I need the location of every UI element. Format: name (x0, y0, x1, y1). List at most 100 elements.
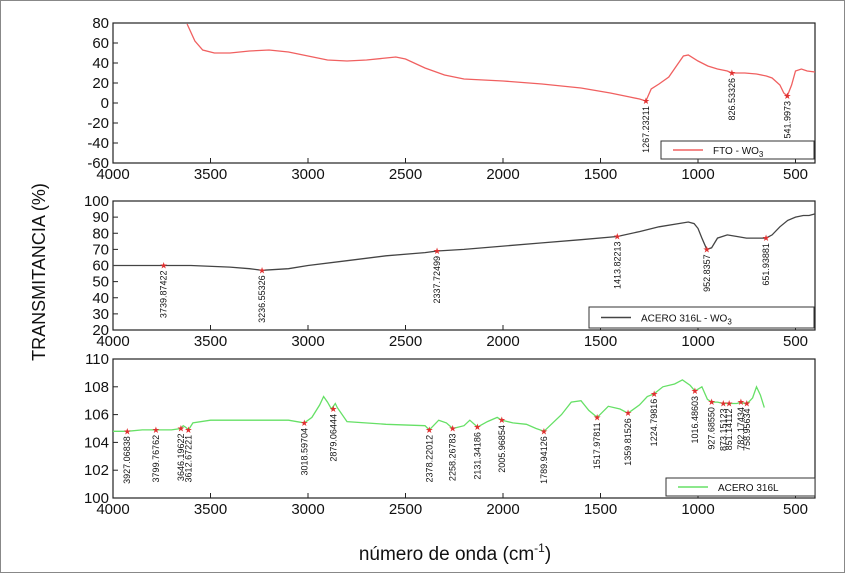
panel-2-peak-marker: ★ (498, 416, 506, 426)
panel-1-x-tick-label: 1500 (584, 333, 617, 350)
panel-1-legend-subscript: 3 (727, 318, 732, 327)
panel-0-x-tick-label: 1500 (584, 166, 617, 183)
panel-2-y-tick-label: 108 (84, 379, 109, 396)
panel-1-y-tick-label: 80 (92, 225, 109, 242)
panel-2-peak-label-2879-06444: 2879.06444 (328, 414, 338, 462)
panel-2-y-tick-label: 104 (84, 434, 109, 451)
panel-2-peak-label-3612-67221: 3612.67221 (183, 435, 193, 483)
panel-2-x-tick-label: 3000 (291, 501, 324, 518)
panel-2-peak-label-1359-81526: 1359.81526 (623, 418, 633, 466)
panel-2-peak-label-3018-59704: 3018.59704 (299, 428, 309, 476)
panel-2-y-tick-label: 110 (85, 351, 109, 368)
panel-0-series-line (186, 23, 816, 102)
panel-2-peak-marker: ★ (593, 413, 601, 423)
panel-2-peak-marker: ★ (650, 390, 658, 400)
panel-1-legend-label: ACERO 316L - WO3 (641, 314, 732, 327)
panel-2-legend-name: ACERO 316L (718, 483, 779, 494)
panel-1-peak-marker: ★ (703, 245, 711, 255)
panel-1-legend-box (588, 306, 815, 329)
panel-2-peak-marker: ★ (691, 387, 699, 397)
panel-0-y-tick-label: 20 (92, 75, 109, 92)
panel-1-y-tick-label: 20 (92, 322, 109, 339)
panel-2-y-tick-label: 100 (84, 490, 109, 507)
panel-1-peak-label-651-93881: 651.93881 (761, 243, 771, 286)
panel-1-peak-label-952-8357: 952.8357 (702, 254, 712, 292)
panel-2-peak-label-758-95634: 758.95634 (742, 408, 752, 451)
panel-0-x-tick-label: 4000 (96, 166, 129, 183)
panel-2-legend-label: ACERO 316L (718, 483, 779, 494)
panel-0-peak-label-1267-23211: 1267.23211 (641, 106, 651, 153)
panel-2-peak-label-927-68550: 927.68550 (707, 407, 717, 450)
panel-2-peak-label-2378-22012: 2378.22012 (424, 435, 434, 483)
panel-0-legend-label: FTO - WO3 (713, 146, 764, 159)
panel-1-y-tick-label: 50 (92, 274, 109, 291)
panel-1-y-tick-label: 30 (92, 306, 109, 323)
panel-2-peak-label-851-14112: 851.14112 (724, 408, 734, 450)
panel-2-peak-label-1517-97811: 1517.97811 (592, 422, 602, 469)
panel-2-x-tick-label: 1000 (681, 501, 714, 518)
panel-0-peak-marker: ★ (783, 92, 791, 102)
panel-0-peak-marker: ★ (728, 69, 736, 79)
panel-1-peak-marker: ★ (762, 234, 770, 244)
panel-2-peak-label-3927-06838: 3927.06838 (122, 436, 132, 484)
panel-0-x-tick-label: 2500 (389, 166, 422, 183)
panel-2-peak-marker: ★ (329, 405, 337, 415)
panel-0-legend-box (660, 140, 815, 160)
panel-0-y-tick-label: 60 (92, 35, 109, 52)
panel-2-x-tick-label: 2500 (389, 501, 422, 518)
panel-2-x-tick-label: 3500 (194, 501, 227, 518)
panel-1-x-tick-label: 4000 (96, 333, 129, 350)
panel-1-y-tick-label: 90 (92, 209, 109, 226)
panel-0-x-tick-label: 1000 (681, 166, 714, 183)
panel-2-peak-marker: ★ (473, 423, 481, 433)
panel-1-y-tick-label: 100 (84, 193, 109, 210)
panel-2-peak-label-782-17434: 782.17434 (736, 407, 746, 450)
panel-0-frame (112, 22, 816, 164)
panel-2-y-tick-label: 102 (84, 462, 109, 479)
panel-1-y-tick-label: 70 (92, 241, 109, 258)
panel-0-peak-marker: ★ (642, 97, 650, 107)
x-axis-label-text: número de onda (cm (359, 544, 534, 565)
panel-2-peak-label-2258-26783: 2258.26783 (448, 434, 458, 482)
panel-2-peak-marker: ★ (152, 426, 160, 436)
panel-1-peak-label-3236-55326: 3236.55326 (257, 275, 267, 323)
panel-1-x-tick-label: 3500 (194, 333, 227, 350)
panel-1-x-tick-label: 2000 (486, 333, 519, 350)
panel-2-y-tick-label: 106 (84, 407, 109, 424)
y-axis-label: TRANSMITANCIA (%) (29, 183, 49, 361)
panel-2-peak-marker: ★ (624, 409, 632, 419)
panel-2-peak-marker: ★ (725, 399, 733, 409)
panel-1-peak-label-3739-87422: 3739.87422 (159, 271, 169, 319)
panel-1-x-tick-label: 2500 (389, 333, 422, 350)
panel-2-peak-marker: ★ (184, 426, 192, 436)
panel-2-peak-label-1016-48603: 1016.48603 (690, 396, 700, 444)
panel-2-peak-marker: ★ (300, 419, 308, 429)
panel-0-x-tick-label: 3000 (291, 166, 324, 183)
panel-2-peak-marker: ★ (737, 398, 745, 408)
panel-2-peak-label-3799-76762: 3799.76762 (151, 435, 161, 483)
panel-2-peak-marker: ★ (449, 425, 457, 435)
x-axis-label: número de onda (cm-1) (359, 541, 551, 565)
panel-1-x-tick-label: 1000 (681, 333, 714, 350)
panel-0-y-tick-label: 80 (92, 15, 109, 32)
x-axis-label-close: ) (545, 544, 551, 565)
panel-2-peak-marker: ★ (123, 427, 131, 437)
panel-2-x-tick-label: 1500 (584, 501, 617, 518)
panel-2-peak-marker: ★ (743, 399, 751, 409)
panel-2-peak-marker: ★ (425, 426, 433, 436)
panel-acero-316l: 100 102 104 106 108 110 4000 3500 3000 2500 2000 15… (84, 351, 816, 518)
panel-1-y-tick-label: 60 (92, 258, 109, 275)
panel-2-peak-label-873-15123: 873.15123 (718, 408, 728, 451)
panel-0-x-tick-label: 2000 (486, 166, 519, 183)
panel-2-frame (112, 358, 816, 499)
panel-2-series-line (113, 379, 765, 433)
panel-2-x-tick-label: 2000 (486, 501, 519, 518)
panel-0-y-tick-label: -60 (87, 155, 109, 172)
panel-0-x-tick-label: 3500 (194, 166, 227, 183)
panel-2-peak-marker: ★ (708, 398, 716, 408)
panel-2-peak-marker: ★ (540, 427, 548, 437)
panel-2-legend-box (665, 477, 816, 497)
